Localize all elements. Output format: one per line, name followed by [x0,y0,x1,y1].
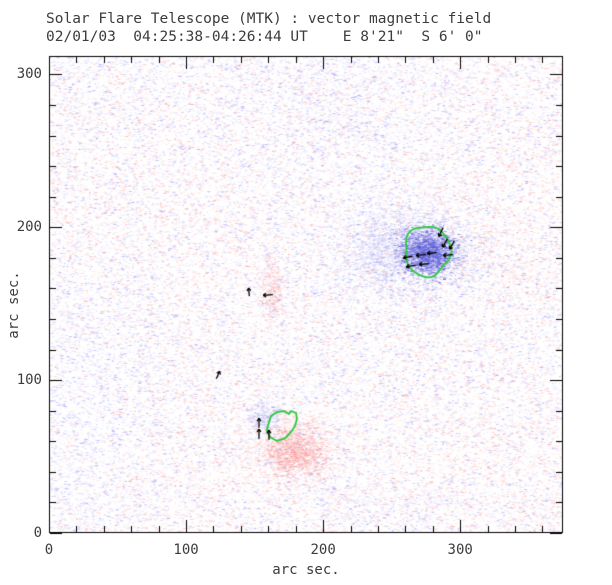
x-axis-label: arc sec. [272,562,340,578]
figure-title: Solar Flare Telescope (MTK) : vector mag… [46,11,492,27]
y-tick-label-100: 100 [16,372,42,389]
x-tick-label-300: 300 [447,542,473,558]
x-tick-label-100: 100 [173,542,199,558]
x-tick-label-200: 200 [310,542,336,558]
y-tick-label-0: 0 [33,525,42,541]
x-tick-label-0: 0 [44,542,54,558]
y-tick-label-300: 300 [16,66,42,83]
figure-subtitle: 02/01/03 04:25:38-04:26:44 UT E 8'21" S … [46,29,483,45]
y-axis-label: arc sec. [6,271,22,339]
y-tick-label-200: 200 [16,219,42,236]
